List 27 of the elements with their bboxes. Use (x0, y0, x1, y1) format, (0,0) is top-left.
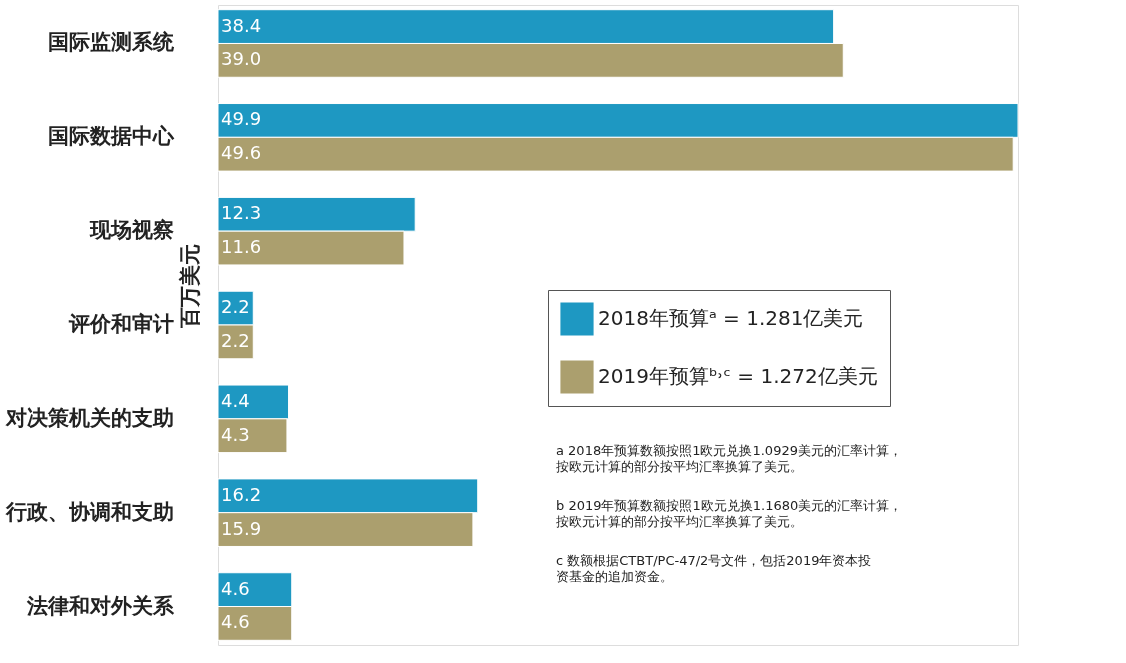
data-label: 16.2 (221, 483, 262, 505)
data-label: 49.9 (221, 108, 262, 130)
data-label: 4.3 (221, 423, 250, 445)
y-tick-label: 法律和对外关系 (25, 593, 175, 618)
data-label: 38.4 (221, 14, 262, 36)
y-tick-label: 对决策机关的支助 (4, 405, 174, 430)
data-label: 15.9 (221, 517, 262, 539)
data-label: 2.2 (221, 329, 250, 351)
annotation: a 2018年预算数额按照1欧元兑换1.0929美元的汇率计算，按欧元计算的部分按平均汇率换算了美元。 (556, 443, 902, 474)
data-label: 4.4 (221, 389, 250, 411)
annotation: b 2019年预算数额按照1欧元兑换1.1680美元的汇率计算，按欧元计算的部分按平均汇率换算了美元。 (556, 498, 903, 529)
y-tick-label: 评价和审计 (67, 312, 174, 336)
y-tick-label: 国际监测系统 (47, 30, 175, 55)
annotation: c 数额根据CTBT/PC-47/2号文件，包括2019年资本投资基金的追加资金。 (556, 553, 872, 584)
data-label: 39.0 (221, 48, 262, 70)
y-tick-label: 现场视察 (88, 218, 174, 243)
legend-label: 2019年预算ᵇ˒ᶜ = 1.272亿美元 (598, 364, 878, 388)
y-axis-title: 百万美元 (177, 243, 202, 329)
y-tick-label: 国际数据中心 (47, 124, 175, 149)
data-label: 2.2 (221, 296, 250, 318)
data-label: 4.6 (221, 577, 250, 599)
y-tick-label: 行政、协调和支助 (4, 499, 174, 524)
data-label: 49.6 (221, 142, 262, 164)
data-label: 11.6 (221, 236, 262, 258)
data-label: 4.6 (221, 611, 250, 633)
legend-label: 2018年预算ᵃ = 1.281亿美元 (598, 306, 864, 330)
data-label: 12.3 (221, 202, 262, 224)
